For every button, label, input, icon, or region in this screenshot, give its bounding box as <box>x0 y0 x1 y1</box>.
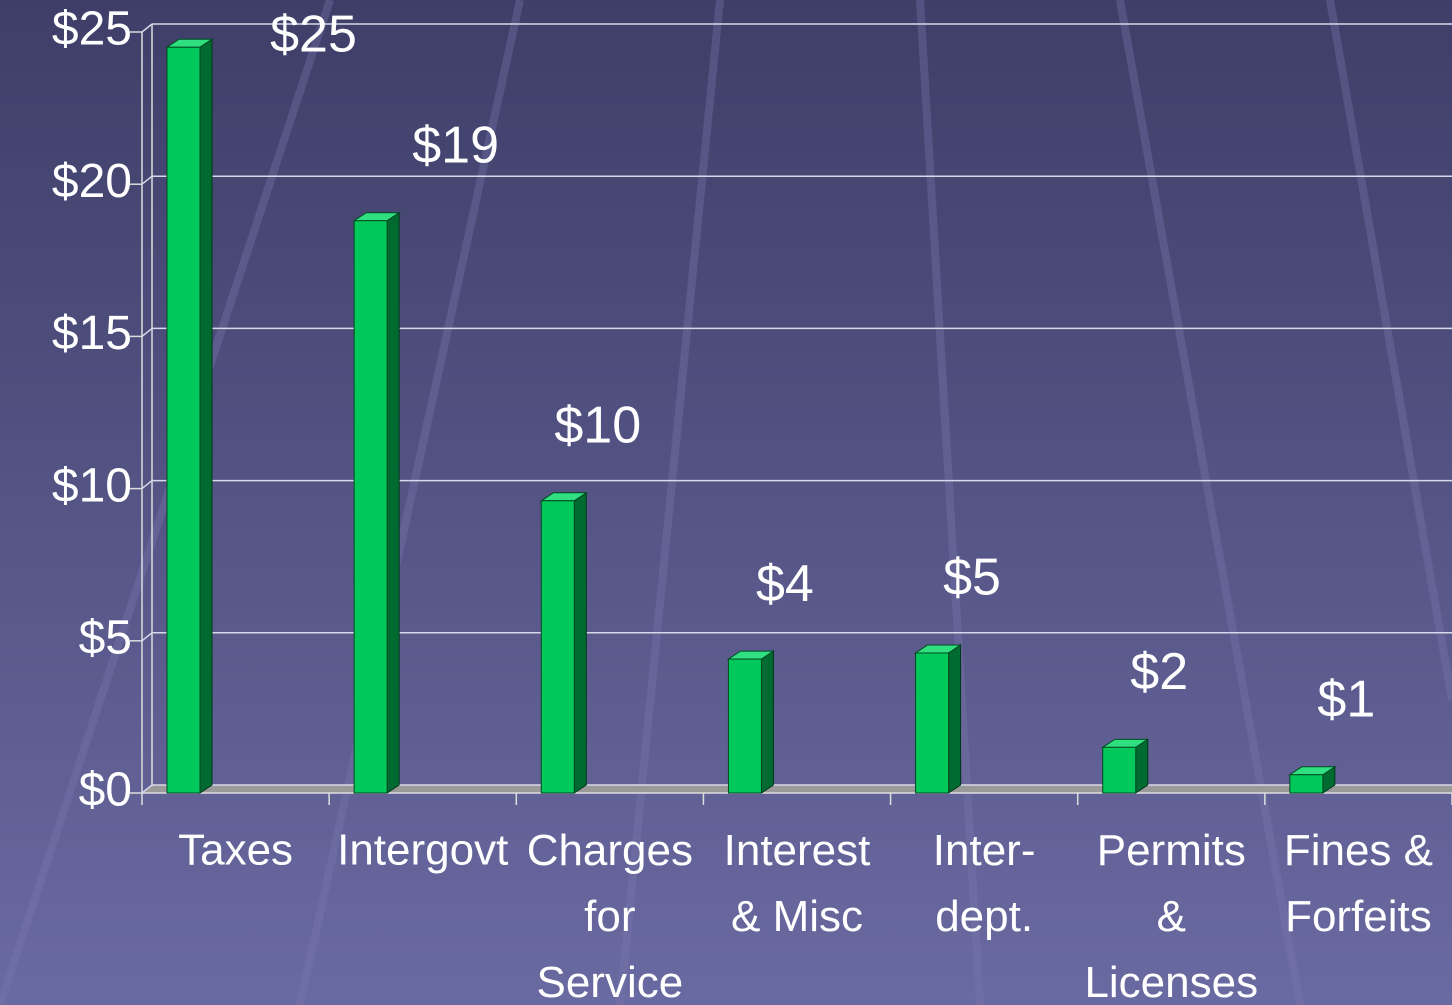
value-label: $1 <box>1317 670 1375 728</box>
grid-side <box>141 784 153 794</box>
value-label: $5 <box>943 549 1001 607</box>
x-tick-label: Charges for Service <box>527 826 693 1005</box>
bar <box>727 658 762 794</box>
grid-side <box>141 632 153 642</box>
grid-side <box>141 327 153 337</box>
y-tick-label: $15 <box>52 307 132 360</box>
y-tick-label: $20 <box>52 155 132 208</box>
y-tick-label: $5 <box>79 611 132 664</box>
x-tick-label: Permits & Licenses <box>1084 826 1258 1005</box>
y-tick-label: $25 <box>52 3 132 56</box>
y-tick-label: $0 <box>79 764 132 817</box>
floor <box>142 785 1452 793</box>
bar-side <box>199 38 213 794</box>
bar-side <box>948 644 962 794</box>
x-tick-label: Fines & Forfeits <box>1284 826 1433 941</box>
bar <box>915 652 950 794</box>
x-tick-label: Inter-dept. <box>933 826 1036 941</box>
grid-side <box>141 480 153 490</box>
value-label: $2 <box>1130 643 1188 701</box>
y-tick-label: $10 <box>52 459 132 512</box>
bar <box>166 46 201 794</box>
x-tick-label: Taxes <box>178 826 293 875</box>
bar-side <box>760 650 774 794</box>
x-tick-label: Interest & Misc <box>724 826 871 941</box>
bar <box>1289 774 1324 794</box>
x-tick-label: Intergovt <box>337 826 508 875</box>
bar-side <box>573 491 587 794</box>
bar-side <box>1135 738 1149 794</box>
bar <box>1102 746 1137 794</box>
value-label: $4 <box>756 555 814 613</box>
value-label: $25 <box>270 6 357 64</box>
bar-side <box>386 211 400 794</box>
grid-side <box>141 23 153 33</box>
bar <box>353 220 388 794</box>
bar <box>540 500 575 794</box>
value-label: $10 <box>554 397 641 455</box>
value-label: $19 <box>412 116 499 174</box>
grid-side <box>141 175 153 185</box>
